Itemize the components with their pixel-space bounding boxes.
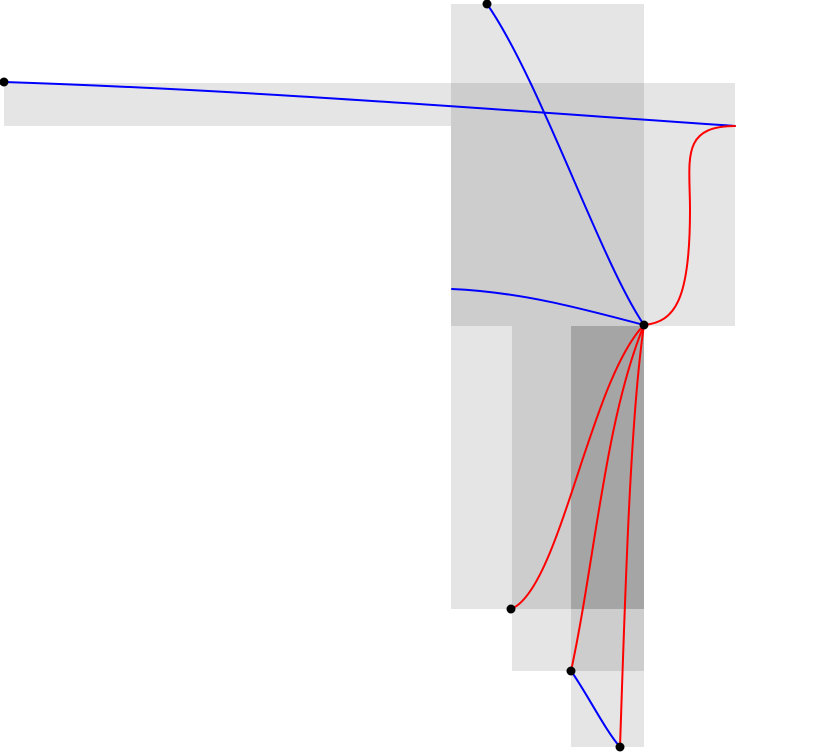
edge-blue-left-to-right bbox=[3, 81, 736, 127]
edge-blue-top-to-hub bbox=[486, 3, 645, 326]
edge-red-hub-to-mid bbox=[570, 324, 645, 672]
node-hub bbox=[639, 320, 649, 330]
edge-blue-side-to-hub bbox=[451, 288, 645, 326]
region-lower-overlap-block bbox=[571, 326, 644, 609]
region-lower-right-column bbox=[571, 326, 644, 747]
node-top bbox=[482, 0, 492, 9]
region-horizontal-band bbox=[4, 83, 735, 126]
edges bbox=[3, 3, 736, 748]
edge-red-right-to-hub bbox=[643, 125, 736, 326]
bounding-regions bbox=[4, 4, 735, 747]
node-lower-mid bbox=[566, 666, 576, 676]
edge-red-hub-to-bottom bbox=[619, 324, 645, 748]
nodes bbox=[0, 0, 649, 752]
region-top-column bbox=[451, 4, 644, 326]
node-bottom bbox=[615, 742, 625, 752]
node-left bbox=[0, 77, 9, 87]
node-lower-left bbox=[506, 604, 516, 614]
edge-red-hub-to-left bbox=[510, 324, 645, 610]
edge-blue-mid-to-bottom bbox=[570, 670, 621, 748]
region-lower-left-column bbox=[451, 326, 644, 609]
region-lower-mid-column bbox=[512, 326, 644, 671]
